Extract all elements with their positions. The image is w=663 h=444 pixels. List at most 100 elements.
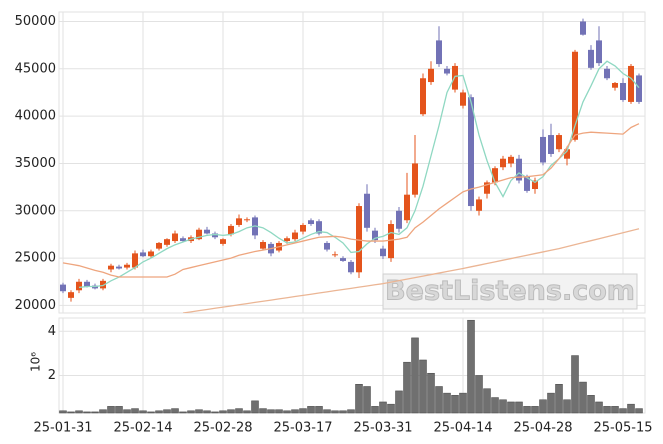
y-scale-label: 10⁶ (29, 352, 43, 372)
candle-body (60, 284, 66, 292)
x-tick-label: 25-03-17 (273, 421, 332, 436)
y-tick-label: 40000 (15, 109, 56, 124)
volume-bar (483, 388, 491, 414)
candle-body (340, 258, 346, 261)
candle-body (524, 176, 530, 191)
candle-body (132, 253, 138, 268)
candle-body (516, 158, 522, 181)
candle-body (316, 221, 322, 234)
volume-bar (235, 408, 243, 414)
candle-body (260, 242, 266, 249)
volume-bar (195, 409, 203, 414)
volume-bar (99, 409, 107, 414)
volume-bar (443, 392, 451, 414)
volume-bar (395, 390, 403, 414)
volume-bar (347, 409, 355, 414)
volume-bar (59, 410, 67, 414)
candle-body (476, 199, 482, 211)
volume-bar (323, 409, 331, 414)
volume-bar (539, 399, 547, 414)
volume-bar (387, 403, 395, 414)
candle-body (172, 233, 178, 242)
candle-body (404, 194, 410, 221)
candle-body (500, 158, 506, 168)
y-tick-label: 25000 (15, 251, 56, 266)
volume-bar (411, 337, 419, 414)
candle-body (204, 229, 210, 234)
moving-average-line (62, 123, 640, 278)
candle-body (460, 92, 466, 106)
volume-bar (171, 408, 179, 414)
volume-bar (275, 409, 283, 414)
volume-bar (91, 411, 99, 414)
volume-bar (459, 392, 467, 414)
candle-body (508, 156, 514, 164)
volume-bar (67, 411, 75, 414)
candle-body (140, 252, 146, 257)
x-tick-label: 25-02-28 (193, 421, 252, 436)
volume-bar (203, 410, 211, 414)
volume-bar (467, 319, 475, 414)
volume-bar (563, 399, 571, 414)
candle-body (364, 193, 370, 228)
volume-bar (291, 409, 299, 414)
candle-body (348, 261, 354, 273)
y-tick-label: 45000 (15, 61, 56, 76)
volume-bar (571, 355, 579, 414)
candle-body (612, 82, 618, 88)
candle-body (356, 206, 362, 273)
candle-body (148, 251, 154, 257)
candle-body (76, 281, 82, 291)
volume-bar (251, 400, 259, 414)
volume-bar (355, 384, 363, 414)
candle-body (412, 163, 418, 195)
candle-body (572, 51, 578, 140)
candle-body (324, 242, 330, 250)
volume-bar (259, 408, 267, 414)
candle-body (484, 182, 490, 194)
volume-bar (419, 359, 427, 414)
candle-body (292, 232, 298, 240)
y-tick-label: 2 (48, 368, 56, 383)
candle-body (604, 68, 610, 79)
candle-body (212, 233, 218, 238)
x-tick-label: 25-04-28 (513, 421, 572, 436)
volume-bar (299, 408, 307, 414)
x-tick-label: 25-01-31 (33, 421, 92, 436)
volume-bar (75, 410, 83, 414)
volume-bar (211, 411, 219, 414)
volume-bar (475, 375, 483, 414)
volume-bar (531, 406, 539, 414)
candle-body (68, 292, 74, 298)
y-tick-label: 30000 (15, 203, 56, 218)
candle-body (244, 219, 250, 221)
candle-body (532, 180, 538, 190)
x-tick-label: 25-03-31 (353, 421, 412, 436)
volume-bar (179, 411, 187, 414)
volume-bar (403, 361, 411, 414)
volume-bar (307, 406, 315, 414)
candle-body (548, 135, 554, 154)
volume-bar (611, 406, 619, 414)
candle-body (620, 82, 626, 101)
x-tick-label: 25-04-14 (433, 421, 492, 436)
volume-bar (163, 409, 171, 414)
volume-bar (155, 410, 163, 414)
candle-body (588, 49, 594, 68)
candle-body (116, 266, 122, 269)
volume-bar (547, 392, 555, 414)
volume-bar (555, 384, 563, 414)
candle-body (372, 230, 378, 241)
volume-bar (603, 406, 611, 414)
candle-body (444, 68, 450, 74)
candle-body (636, 75, 642, 102)
watermark-box (382, 273, 638, 310)
volume-bar (147, 411, 155, 414)
y-tick-label: 50000 (15, 14, 56, 29)
volume-bar (187, 410, 195, 414)
volume-bar (219, 410, 227, 414)
volume-bar (123, 409, 131, 414)
volume-bar (499, 399, 507, 414)
candle-body (580, 21, 586, 35)
candle-body (220, 239, 226, 244)
